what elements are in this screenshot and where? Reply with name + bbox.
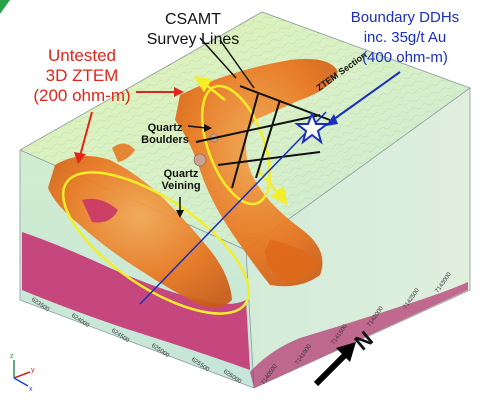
ztem-label-line3: (200 ohm-m) [33,86,131,105]
csamt-label-line2: Survey Lines [146,31,240,48]
ztem-label-line2: 3D ZTEM [45,66,119,85]
trend-arrows [193,76,288,206]
svg-text:x: x [29,386,33,393]
svg-text:y: y [31,367,35,374]
deep-conductor-front [22,232,250,370]
ddh-leader [329,71,401,123]
veining-arrowhead [176,210,184,218]
veining-line1: Quartz [163,168,199,180]
target-ellipse-upper [200,84,272,206]
drillhole-section-line [139,111,327,305]
svg-text:z: z [10,353,14,360]
csamt-leader-1 [199,37,237,79]
ztem-label-line1: Untested [47,46,117,65]
conductive-core [82,198,118,223]
deep-conductor-side [250,282,468,388]
ztem-arrowhead-2 [74,152,86,164]
ztem-lobe-right [265,240,320,282]
axis-triad-icon: z y x [10,353,35,393]
csamt-label-line1: CSAMT [165,11,221,28]
ztem-anomaly-upper [175,58,338,287]
boulders-line1: Quartz [147,122,183,134]
corner-mark [0,0,10,14]
ddh-label-line1: Boundary DDHs [350,9,460,26]
ddh-label-line3: (400 ohm-m) [362,49,448,66]
csamt-leader-2 [219,39,255,89]
csamt-label: CSAMT Survey Lines [128,10,258,50]
star-icon [294,111,330,145]
boulders-arrowhead [204,124,212,132]
quartz-veining-label: Quartz Veining [156,168,206,192]
boundary-ddh-label: Boundary DDHs inc. 35g/t Au (400 ohm-m) [338,8,472,68]
quartz-boulder-1 [193,153,207,167]
untested-ztem-label: Untested 3D ZTEM (200 ohm-m) [26,46,138,106]
ddh-arrowhead [326,114,338,126]
ztem-arrowhead-1 [174,87,184,97]
ztem-leader-2 [79,111,93,157]
csamt-survey-lines [195,85,331,189]
ddh-label-line2: inc. 35g/t Au [363,29,447,46]
block-edge-front [245,249,255,389]
veining-line2: Veining [161,180,201,192]
boulders-line2: Boulders [141,134,189,146]
boulders-leader [187,125,207,129]
ztem-lobe-small [112,143,135,162]
north-arrow-icon [313,342,356,387]
ztem-anomaly-lower [48,156,232,308]
quartz-boulders-label: Quartz Boulders [140,122,190,146]
